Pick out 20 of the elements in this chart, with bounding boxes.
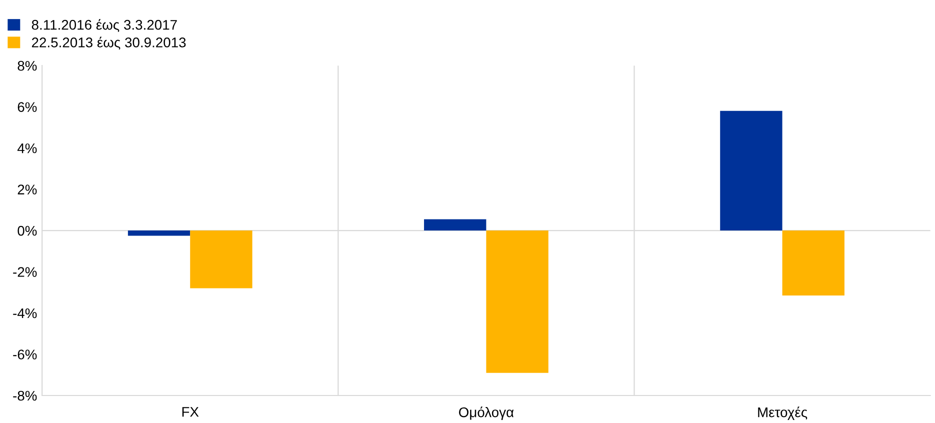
y-tick-label: -8%	[13, 390, 37, 401]
bar	[486, 230, 548, 373]
legend-label: 22.5.2013 έως 30.9.2013	[32, 36, 186, 50]
legend-label: 8.11.2016 έως 3.3.2017	[32, 19, 177, 32]
y-tick-label: -2%	[13, 267, 37, 277]
bar	[424, 219, 486, 231]
y-tick-label: -4%	[13, 308, 37, 318]
y-tick-label: 0%	[18, 226, 37, 236]
y-tick-label: 6%	[18, 102, 37, 112]
y-tick-label: -6%	[13, 350, 37, 360]
bar	[782, 230, 844, 296]
x-tick-label: Ομόλογα	[459, 406, 514, 420]
bar	[128, 230, 190, 236]
y-tick-label: 4%	[17, 143, 37, 154]
y-tick-label: 2%	[18, 184, 37, 194]
x-tick-label: FX	[182, 407, 199, 417]
x-tick-label: Μετοχές	[758, 406, 808, 420]
bar	[190, 230, 252, 288]
y-tick-label: 8%	[18, 60, 37, 71]
bar	[720, 110, 782, 231]
